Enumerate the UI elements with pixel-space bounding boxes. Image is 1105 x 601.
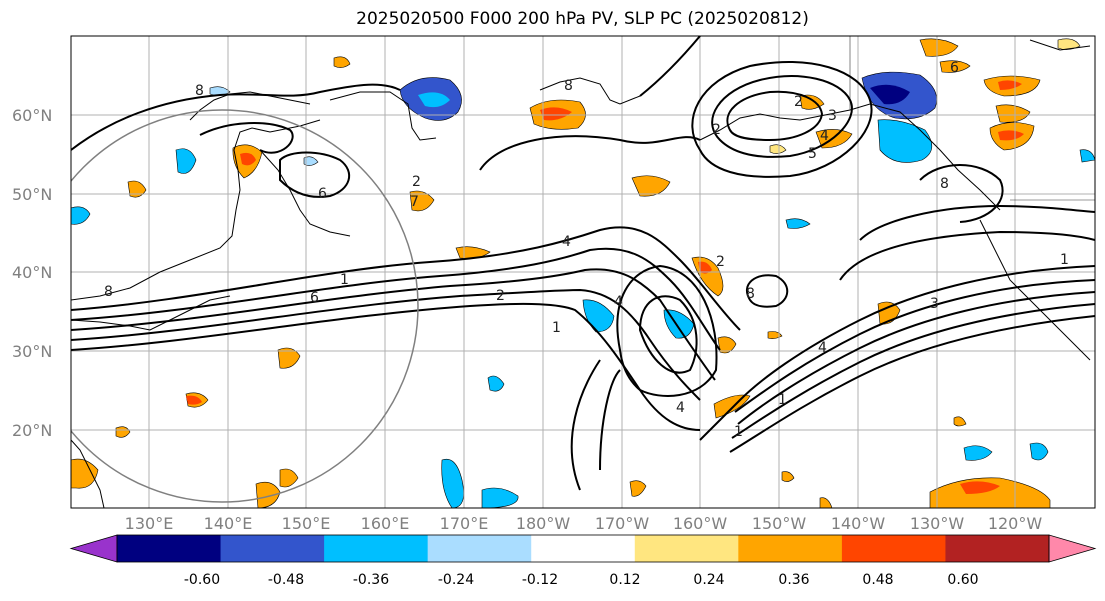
colorbar-outline	[116, 534, 1050, 563]
colorbar-tick-label: 0.48	[862, 572, 894, 588]
colorbar-tick-label: 0.60	[947, 572, 979, 588]
lon-label: 160°W	[672, 514, 728, 533]
colorbar-tick-label: -0.48	[267, 572, 305, 588]
contour-label: 4	[614, 294, 623, 310]
contour-label: 2	[412, 174, 421, 190]
contour-label: 2	[496, 288, 505, 304]
contour-label: 1	[734, 424, 743, 440]
colorbar-tick-label: -0.36	[352, 572, 390, 588]
colorbar-segment	[220, 535, 325, 562]
coastlines	[71, 36, 1095, 508]
lon-label: 130°W	[909, 514, 965, 533]
contour-label: 6	[950, 60, 959, 76]
map-frame	[70, 35, 1096, 509]
lat-label: 60°N	[12, 106, 53, 125]
colorbar-segment	[738, 535, 843, 562]
contour-label: 6	[318, 186, 327, 202]
contour-label: 4	[676, 400, 685, 416]
contour-label: 1	[552, 320, 561, 336]
lat-label: 20°N	[12, 421, 53, 440]
lat-label: 30°N	[12, 342, 53, 361]
lat-label: 50°N	[12, 185, 53, 204]
colorbar-segment	[945, 535, 1050, 562]
colorbar-extend-max	[1048, 534, 1097, 563]
colorbar	[69, 534, 1097, 563]
contour-label: 8	[746, 286, 755, 302]
contour-label: 1	[1060, 252, 1069, 268]
contour-label: 8	[195, 83, 204, 99]
colorbar-segment	[531, 535, 636, 562]
lon-label: 140°W	[830, 514, 886, 533]
contour-label: 4	[820, 128, 829, 144]
lon-label: 150°E	[281, 514, 331, 533]
contour-label: 2	[794, 94, 803, 110]
colorbar-segment	[634, 535, 739, 562]
contour-label: 3	[930, 296, 939, 312]
colorbar-segment	[117, 535, 222, 562]
lon-label: 130°E	[124, 514, 174, 533]
colorbar-tick-label: 0.12	[609, 572, 641, 588]
contour-label: 6	[310, 290, 319, 306]
colorbar-extend-min	[69, 534, 118, 563]
lon-label: 140°E	[203, 514, 253, 533]
lon-label: 160°E	[360, 514, 410, 533]
contour-label: 1	[340, 272, 349, 288]
lon-label: 120°W	[987, 514, 1043, 533]
contour-label: 5	[808, 146, 817, 162]
colorbar-tick-label: 0.24	[693, 572, 725, 588]
contour-label: 8	[940, 176, 949, 192]
colorbar-segment	[841, 535, 946, 562]
lat-label: 40°N	[12, 263, 53, 282]
lon-label: 180°W	[515, 514, 571, 533]
colorbar-tick-label: -0.60	[183, 572, 221, 588]
contour-label: 8	[564, 78, 573, 94]
contour-label: 4	[818, 340, 827, 356]
contour-label: 4	[562, 234, 571, 250]
contour-label: 1	[778, 392, 787, 408]
colorbar-tick-label: 0.36	[778, 572, 810, 588]
contour-label: 3	[828, 108, 837, 124]
reference-circle	[71, 109, 419, 503]
colorbar-tick-label: -0.12	[521, 572, 559, 588]
contour-label: 2	[716, 254, 725, 270]
map-title: 2025020500 F000 200 hPa PV, SLP PC (2025…	[356, 9, 809, 29]
colorbar-tick-label: -0.24	[437, 572, 475, 588]
lon-label: 170°W	[594, 514, 650, 533]
colorbar-segment	[324, 535, 429, 562]
lon-label: 170°E	[439, 514, 489, 533]
slp-contours	[71, 36, 1095, 491]
contour-label: 2	[712, 122, 721, 138]
lon-label: 150°W	[751, 514, 807, 533]
colorbar-segment	[427, 535, 532, 562]
contour-label: 8	[104, 284, 113, 300]
contour-label: 7	[410, 194, 419, 210]
